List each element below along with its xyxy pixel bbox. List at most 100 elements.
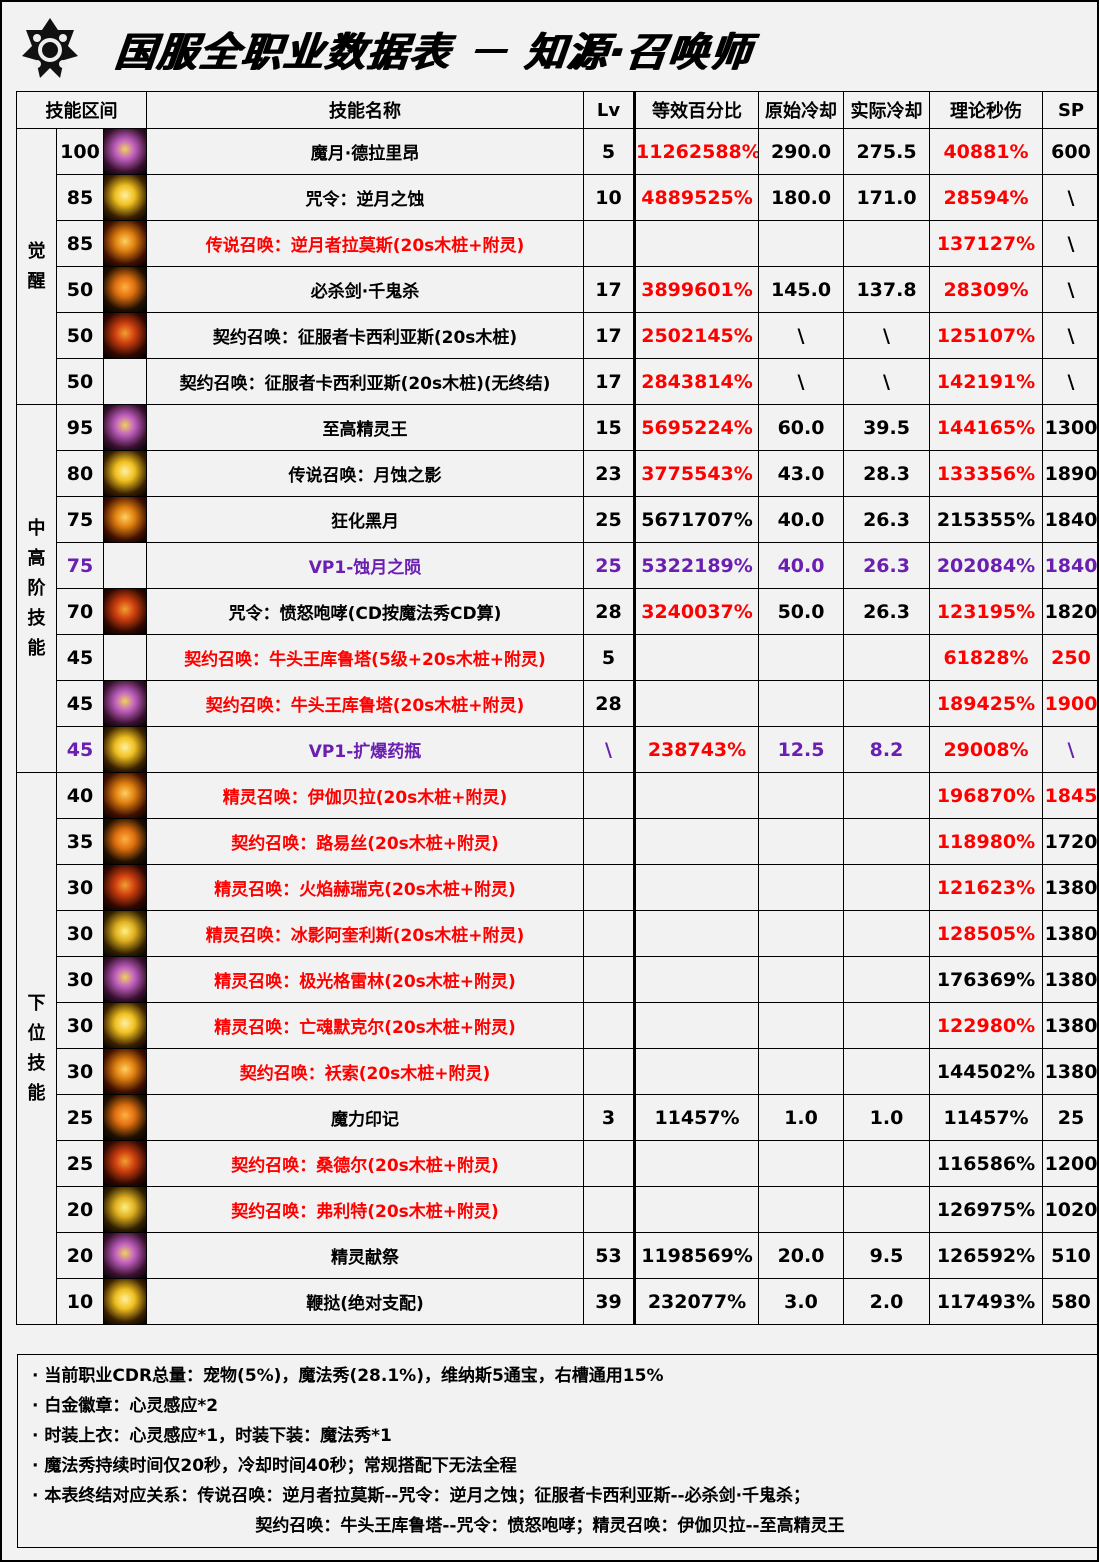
skill-lv: 17 (583, 266, 637, 313)
equivalent-percent (634, 220, 760, 267)
skill-sp: \ (1042, 266, 1099, 313)
equivalent-percent (634, 864, 760, 911)
skill-icon-cell (102, 634, 148, 681)
table-row: 45 契约召唤：牛头王库鲁塔(20s木桩+附灵) 28 189425% 1900 (17, 680, 1099, 727)
table-row: 30 契约召唤：袄索(20s木桩+附灵) 144502% 1380 (17, 1048, 1099, 1095)
original-cooldown: 60.0 (758, 404, 845, 451)
skill-lv (583, 1002, 637, 1049)
theoretical-dps: 176369% (929, 956, 1044, 1003)
actual-cooldown: 2.0 (843, 1278, 931, 1325)
skill-name: 狂化黑月 (146, 496, 585, 543)
ice-spirit-icon (104, 911, 146, 956)
skill-sp: 510 (1042, 1232, 1099, 1279)
table-row: 50 契约召唤：征服者卡西利亚斯(20s木桩) 17 2502145% \ \ 125107… (17, 312, 1099, 359)
skill-sp: 1820 (1042, 588, 1099, 635)
table-row: 中高阶技能 95 至高精灵王 15 5695224% 60.0 39.5 144165% 130… (16, 404, 1099, 773)
original-cooldown (758, 910, 845, 957)
skill-name: 精灵召唤：火焰赫瑞克(20s木桩+附灵) (146, 864, 585, 911)
skill-level: 40 (56, 772, 104, 819)
skill-lv: 28 (583, 680, 637, 727)
equivalent-percent: 2502145% (634, 312, 760, 359)
original-cooldown: 1.0 (758, 1094, 845, 1141)
actual-cooldown: 171.0 (843, 174, 931, 221)
skill-level: 50 (56, 312, 104, 359)
table-row: 80 传说召唤：月蚀之影 23 3775543% 43.0 28.3 133356% 1890 (17, 450, 1099, 497)
skill-lv: 15 (583, 404, 637, 451)
actual-cooldown (843, 772, 931, 819)
star-circle-icon (104, 819, 146, 864)
skill-name: 精灵召唤：伊伽贝拉(20s木桩+附灵) (146, 772, 585, 819)
skill-name: 必杀剑·千鬼杀 (146, 266, 585, 313)
theoretical-dps: 28309% (929, 266, 1044, 313)
skill-lv: \ (583, 726, 637, 773)
skill-level: 30 (56, 1048, 104, 1095)
equivalent-percent: 232077% (634, 1278, 760, 1325)
fire-swirl-icon (104, 221, 146, 266)
skill-icon-cell (102, 358, 148, 405)
section-label: 下位技能 (16, 772, 57, 1325)
theoretical-dps: 142191% (929, 358, 1044, 405)
actual-cooldown: 9.5 (843, 1232, 931, 1279)
table-row: 75 VP1-蚀月之陨 25 5322189% 40.0 26.3 202084% 1840 (17, 542, 1099, 589)
equivalent-percent (634, 680, 760, 727)
skill-level: 45 (56, 680, 104, 727)
skill-level: 20 (56, 1186, 104, 1233)
table-row: 45 契约召唤：牛头王库鲁塔(5级+20s木桩+附灵) 5 61828% 250 (17, 634, 1099, 681)
skill-name: 契约召唤：路易丝(20s木桩+附灵) (146, 818, 585, 865)
actual-cooldown (843, 220, 931, 267)
equivalent-percent (634, 634, 760, 681)
section-label: 中高阶技能 (16, 404, 57, 773)
gold-crescent-icon (104, 175, 146, 220)
skill-name: 精灵召唤：冰影阿奎利斯(20s木桩+附灵) (146, 910, 585, 957)
actual-cooldown: 39.5 (843, 404, 931, 451)
skill-level: 100 (56, 128, 104, 175)
original-cooldown: 180.0 (758, 174, 845, 221)
section-label-text: 觉醒 (27, 240, 46, 292)
note-line: · 当前职业CDR总量：宠物(5%)，魔法秀(28.1%)，维纳斯5通宝，右槽通… (32, 1366, 664, 1386)
skill-name: 契约召唤：弗利特(20s木桩+附灵) (146, 1186, 585, 1233)
skill-lv (583, 910, 637, 957)
skill-lv (583, 818, 637, 865)
skill-level: 80 (56, 450, 104, 497)
table-row: 下位技能 40 精灵召唤：伊伽贝拉(20s木桩+附灵) 196870% 1845 (16, 772, 1099, 1325)
equivalent-percent: 11457% (634, 1094, 760, 1141)
table-row: 25 契约召唤：桑德尔(20s木桩+附灵) 116586% 1200 (17, 1140, 1099, 1187)
skill-sp: 1380 (1042, 910, 1099, 957)
skill-level: 30 (56, 910, 104, 957)
section-label: 觉醒 (16, 128, 57, 405)
equivalent-percent (634, 1140, 760, 1187)
skill-level: 45 (56, 634, 104, 681)
skill-icon-cell (102, 450, 148, 497)
theoretical-dps: 118980% (929, 818, 1044, 865)
flower-rune-icon (104, 1049, 146, 1094)
skill-icon-cell (102, 312, 148, 359)
skill-name: 鞭挞(绝对支配) (146, 1278, 585, 1325)
original-cooldown: 3.0 (758, 1278, 845, 1325)
table-row: 10 鞭挞(绝对支配) 39 232077% 3.0 2.0 117493% 580 (17, 1278, 1099, 1325)
skill-sp: 1380 (1042, 1048, 1099, 1095)
skill-lv: 25 (583, 496, 637, 543)
skill-name: 契约召唤：牛头王库鲁塔(5级+20s木桩+附灵) (146, 634, 585, 681)
skill-icon-cell (102, 588, 148, 635)
skill-name: 契约召唤：征服者卡西利亚斯(20s木桩) (146, 312, 585, 359)
skill-name: 传说召唤：逆月者拉莫斯(20s木桩+附灵) (146, 220, 585, 267)
page-title: 国服全职业数据表 － 知源·召唤师 (113, 30, 756, 76)
original-cooldown (758, 220, 845, 267)
table-row: 45 VP1-扩爆药瓶 \ 238743% 12.5 8.2 29008% \ (17, 726, 1099, 773)
roaring-beast-icon (104, 589, 146, 634)
eclipse-shadow-icon (104, 451, 146, 496)
skill-name: 传说召唤：月蚀之影 (146, 450, 585, 497)
skill-sp: 1380 (1042, 1002, 1099, 1049)
table-row: 85 咒令：逆月之蚀 10 4889525% 180.0 171.0 28594% \ (17, 174, 1099, 221)
skill-lv: 17 (583, 358, 637, 405)
skill-icon-cell (102, 174, 148, 221)
skill-sp: 1720 (1042, 818, 1099, 865)
actual-cooldown: 275.5 (843, 128, 931, 175)
equivalent-percent: 5695224% (634, 404, 760, 451)
equivalent-percent: 4889525% (634, 174, 760, 221)
class-emblem-icon (22, 18, 78, 78)
theoretical-dps: 61828% (929, 634, 1044, 681)
skill-icon-cell (102, 818, 148, 865)
actual-cooldown: 28.3 (843, 450, 931, 497)
equivalent-percent (634, 772, 760, 819)
